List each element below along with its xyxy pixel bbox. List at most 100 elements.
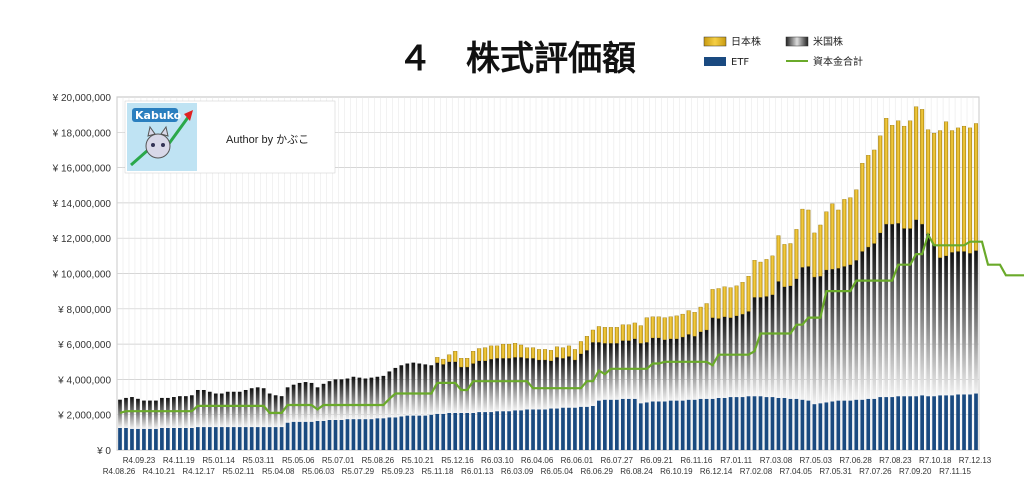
bar-jp: [878, 135, 883, 234]
y-tick-label: ¥ 20,000,000: [52, 93, 112, 104]
x-tick-label-upper: R7.10.18: [919, 456, 952, 465]
bar-us: [573, 359, 577, 408]
bar-jp: [572, 349, 577, 361]
bar-jp: [896, 120, 901, 224]
y-tick-label: ¥ 16,000,000: [52, 164, 112, 175]
bar-jp: [734, 285, 739, 317]
bar-jp: [441, 358, 446, 365]
bar-jp: [698, 306, 703, 332]
bar-us: [698, 331, 703, 399]
bar-etf: [525, 409, 529, 450]
bar-etf: [555, 408, 559, 450]
bar-us: [327, 381, 332, 420]
bar-etf: [854, 399, 859, 450]
bar-jp: [968, 127, 973, 254]
bar-etf: [453, 412, 458, 450]
bar-jp: [548, 350, 553, 362]
bar-us: [818, 276, 823, 404]
bar-us: [686, 334, 691, 400]
bar-etf: [201, 427, 206, 450]
bar-jp: [638, 325, 643, 344]
bar-etf: [405, 415, 410, 450]
bar-etf: [495, 411, 499, 450]
x-tick-label-upper: R6.09.21: [640, 456, 673, 465]
bar-etf: [243, 427, 248, 450]
bar-us: [956, 251, 960, 395]
bar-us: [423, 364, 428, 416]
bar-jp: [662, 317, 667, 340]
bar-us: [764, 296, 769, 398]
bar-us: [896, 223, 901, 397]
bar-etf: [447, 412, 452, 450]
bar-us: [405, 363, 410, 416]
bar-etf: [597, 400, 601, 450]
bar-us: [962, 251, 966, 395]
bar-jp: [686, 310, 691, 335]
x-tick-label-lower: R6.03.09: [501, 467, 534, 476]
bar-jp: [848, 197, 853, 265]
bar-us: [668, 338, 673, 401]
cat-icon: [145, 133, 171, 159]
x-tick-label-upper: R5.03.11: [242, 456, 274, 465]
bar-us: [555, 357, 559, 409]
bar-etf: [806, 400, 811, 450]
bar-etf: [746, 396, 751, 450]
bar-us: [381, 375, 386, 419]
bar-etf: [189, 427, 194, 450]
bar-etf: [285, 422, 290, 450]
x-tick-label-upper: R7.08.23: [879, 456, 912, 465]
capital-line: [119, 231, 1024, 414]
bar-etf: [177, 427, 182, 450]
bar-jp: [872, 149, 877, 244]
bar-etf: [734, 397, 739, 450]
bar-etf: [776, 397, 781, 450]
bar-us: [770, 294, 775, 398]
bar-jp: [489, 345, 494, 360]
bar-etf: [836, 400, 841, 450]
bar-etf: [207, 427, 212, 450]
bar-us: [800, 267, 805, 400]
bar-etf: [728, 397, 733, 450]
bar-jp: [812, 232, 817, 278]
legend-label-etf: ETF: [731, 57, 749, 68]
x-tick-label-upper: R7.12.13: [959, 456, 992, 465]
bar-etf: [686, 399, 691, 450]
bar-us: [638, 343, 643, 404]
bar-us: [154, 400, 158, 429]
bar-jp: [453, 351, 458, 362]
x-tick-label-upper: R4.11.19: [163, 456, 195, 465]
bar-us: [531, 358, 535, 410]
bar-etf: [507, 411, 511, 450]
bar-us: [333, 379, 338, 420]
x-tick-label-lower: R7.05.31: [819, 467, 852, 476]
bar-us: [537, 359, 541, 410]
bar-etf: [962, 394, 966, 450]
bar-etf: [632, 398, 637, 450]
x-tick-label-upper: R5.10.21: [401, 456, 434, 465]
bar-etf: [561, 407, 565, 450]
bar-us: [195, 389, 200, 428]
bar-jp: [525, 347, 530, 359]
y-tick-label: ¥ 8,000,000: [57, 305, 111, 316]
x-tick-label-lower: R7.09.20: [899, 467, 932, 476]
bar-us: [513, 357, 517, 411]
bar-us: [507, 358, 511, 412]
bar-jp: [950, 130, 955, 253]
bar-us: [435, 362, 440, 414]
bar-us: [231, 391, 236, 428]
bar-etf: [142, 428, 146, 450]
bar-us: [142, 400, 146, 429]
bar-jp: [722, 286, 727, 317]
bar-etf: [656, 401, 661, 450]
bar-jp: [710, 289, 715, 318]
bar-us: [124, 397, 128, 428]
bar-us: [704, 329, 709, 399]
bar-etf: [722, 397, 727, 450]
bar-jp: [764, 259, 769, 297]
bar-jp: [830, 203, 835, 270]
bar-us: [273, 395, 278, 428]
bar-etf: [692, 399, 697, 450]
bar-us: [860, 251, 865, 400]
bar-etf: [124, 427, 128, 450]
bar-jp: [507, 343, 512, 359]
